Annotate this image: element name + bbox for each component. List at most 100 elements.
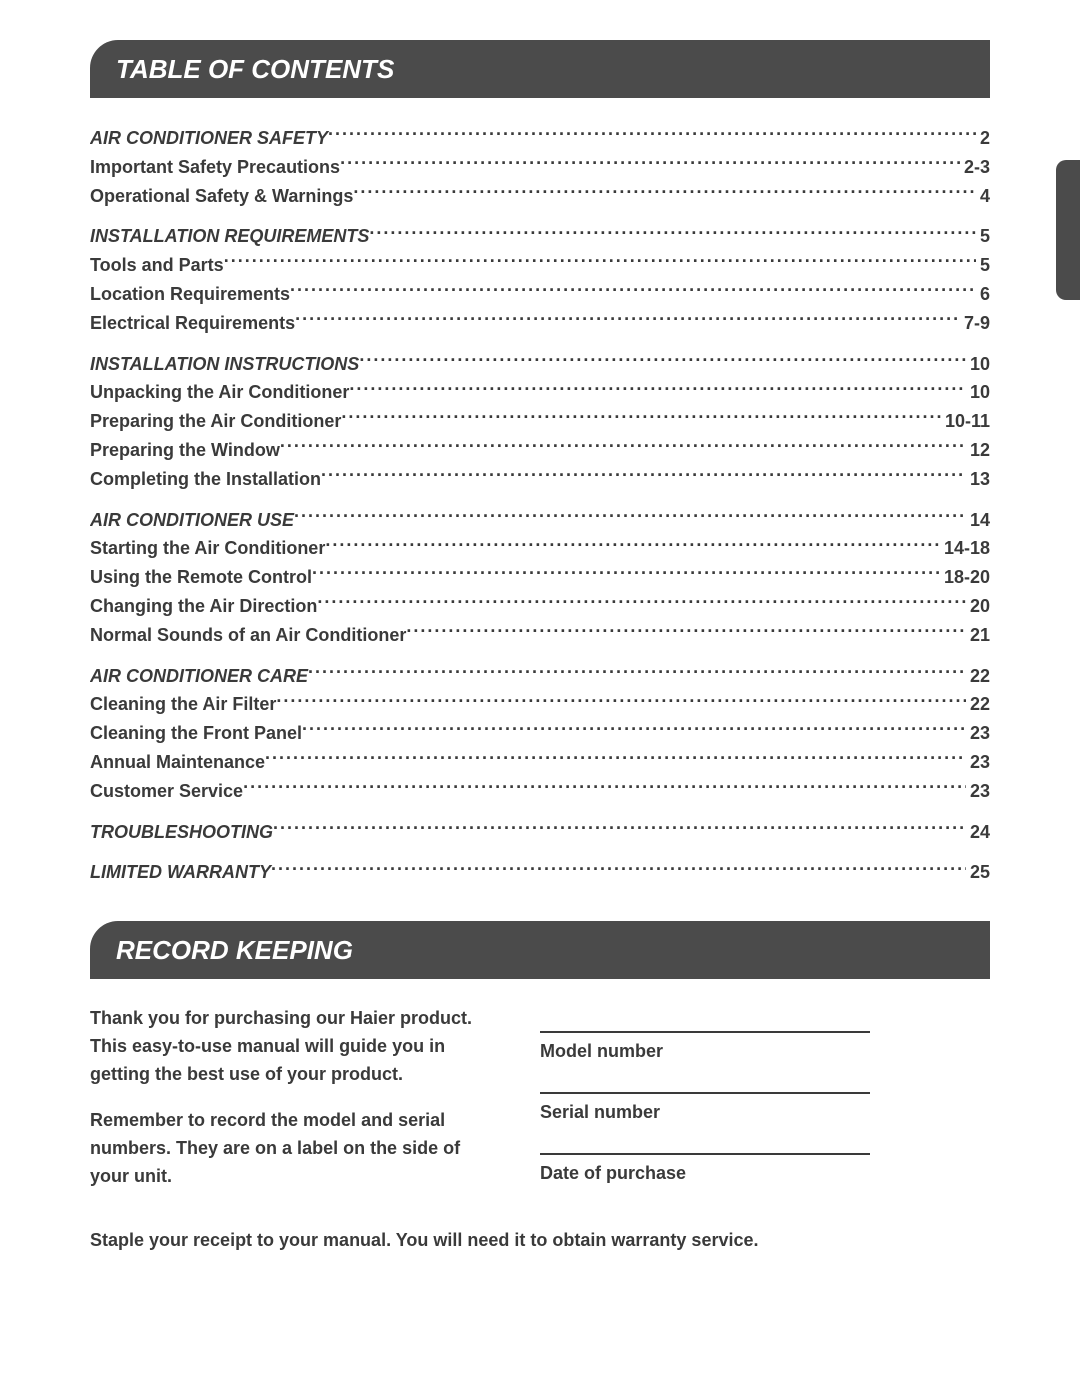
toc-label: Electrical Requirements xyxy=(90,309,295,338)
toc-row: Tools and Parts 5 xyxy=(90,251,990,280)
toc-row: Important Safety Precautions 2-3 xyxy=(90,153,990,182)
toc-row: Completing the Installation 13 xyxy=(90,465,990,494)
toc-page: 13 xyxy=(966,465,990,494)
toc-label: Changing the Air Direction xyxy=(90,592,317,621)
toc-page: 23 xyxy=(966,719,990,748)
toc-row: AIR CONDITIONER SAFETY2 xyxy=(90,124,990,153)
toc-row: Annual Maintenance 23 xyxy=(90,748,990,777)
toc-page: 6 xyxy=(976,280,990,309)
toc-label: INSTALLATION REQUIREMENTS xyxy=(90,222,369,251)
toc-dots xyxy=(243,779,966,797)
toc-row: TROUBLESHOOTING 24 xyxy=(90,818,990,847)
toc-gap xyxy=(90,494,990,506)
toc-row: Operational Safety & Warnings 4 xyxy=(90,182,990,211)
toc-label: Customer Service xyxy=(90,777,243,806)
toc-dots xyxy=(349,380,966,398)
record-right-column: Model number Serial number Date of purch… xyxy=(540,1005,990,1208)
toc-label: Normal Sounds of an Air Conditioner xyxy=(90,621,406,650)
toc-dots xyxy=(353,184,976,202)
toc-page: 18-20 xyxy=(940,563,990,592)
toc-dots xyxy=(341,409,941,427)
serial-line xyxy=(540,1066,870,1094)
toc-page: 10 xyxy=(966,350,990,379)
toc-row: LIMITED WARRANTY 25 xyxy=(90,858,990,887)
record-paragraph-1: Thank you for purchasing our Haier produ… xyxy=(90,1005,500,1089)
toc-label: Tools and Parts xyxy=(90,251,224,280)
side-tab xyxy=(1056,160,1080,300)
serial-label: Serial number xyxy=(540,1102,990,1123)
toc-dots xyxy=(321,467,966,485)
toc-dots xyxy=(271,860,966,878)
toc-header-bar: TABLE OF CONTENTS xyxy=(90,40,990,98)
toc-label: Location Requirements xyxy=(90,280,290,309)
toc-page: 14 xyxy=(966,506,990,535)
toc-page: 12 xyxy=(966,436,990,465)
record-left-column: Thank you for purchasing our Haier produ… xyxy=(90,1005,500,1208)
toc-page: 14-18 xyxy=(940,534,990,563)
toc-page: 23 xyxy=(966,748,990,777)
toc-dots xyxy=(265,750,966,768)
toc-gap xyxy=(90,650,990,662)
record-columns: Thank you for purchasing our Haier produ… xyxy=(90,1005,990,1208)
toc-page: 25 xyxy=(966,858,990,887)
toc-dots xyxy=(369,224,976,242)
toc-row: Customer Service 23 xyxy=(90,777,990,806)
toc-row: Changing the Air Direction 20 xyxy=(90,592,990,621)
toc-page: 4 xyxy=(976,182,990,211)
toc-row: Preparing the Air Conditioner 10-11 xyxy=(90,407,990,436)
toc-label: Unpacking the Air Conditioner xyxy=(90,378,349,407)
toc-page: 7-9 xyxy=(960,309,990,338)
toc-gap xyxy=(90,846,990,858)
toc-dots xyxy=(308,664,966,682)
toc-dots xyxy=(294,508,966,526)
toc-label: Starting the Air Conditioner xyxy=(90,534,325,563)
toc-dots xyxy=(340,155,960,173)
toc-label: TROUBLESHOOTING xyxy=(90,818,273,847)
toc-row: Cleaning the Air Filter22 xyxy=(90,690,990,719)
record-header-bar: RECORD KEEPING xyxy=(90,921,990,979)
record-footer: Staple your receipt to your manual. You … xyxy=(90,1230,990,1251)
toc-dots xyxy=(295,311,960,329)
toc-label: AIR CONDITIONER USE xyxy=(90,506,294,535)
toc-dots xyxy=(276,692,966,710)
toc-row: Electrical Requirements 7-9 xyxy=(90,309,990,338)
toc-label: Preparing the Window xyxy=(90,436,280,465)
toc-dots xyxy=(359,352,966,370)
toc-page: 10-11 xyxy=(941,407,990,436)
toc-label: Completing the Installation xyxy=(90,465,321,494)
toc-label: Preparing the Air Conditioner xyxy=(90,407,341,436)
toc-dots xyxy=(302,721,966,739)
toc-page: 10 xyxy=(966,378,990,407)
manual-page: TABLE OF CONTENTS AIR CONDITIONER SAFETY… xyxy=(0,0,1080,1397)
toc-dots xyxy=(328,126,976,144)
toc-label: Operational Safety & Warnings xyxy=(90,182,353,211)
toc-label: LIMITED WARRANTY xyxy=(90,858,271,887)
toc-gap xyxy=(90,338,990,350)
toc-page: 5 xyxy=(976,222,990,251)
toc-row: Cleaning the Front Panel 23 xyxy=(90,719,990,748)
toc-page: 23 xyxy=(966,777,990,806)
toc-label: AIR CONDITIONER SAFETY xyxy=(90,124,328,153)
model-label: Model number xyxy=(540,1041,990,1062)
toc-page: 20 xyxy=(966,592,990,621)
toc-label: Using the Remote Control xyxy=(90,563,312,592)
toc-dots xyxy=(224,253,976,271)
toc-page: 21 xyxy=(966,621,990,650)
toc-row: Normal Sounds of an Air Conditioner 21 xyxy=(90,621,990,650)
date-label: Date of purchase xyxy=(540,1163,990,1184)
toc-page: 5 xyxy=(976,251,990,280)
toc-label: Cleaning the Front Panel xyxy=(90,719,302,748)
model-line xyxy=(540,1005,870,1033)
toc-row: AIR CONDITIONER USE 14 xyxy=(90,506,990,535)
toc-page: 22 xyxy=(966,690,990,719)
date-line xyxy=(540,1127,870,1155)
toc-page: 2-3 xyxy=(960,153,990,182)
toc-page: 24 xyxy=(966,818,990,847)
toc-page: 22 xyxy=(966,662,990,691)
toc-row: Starting the Air Conditioner 14-18 xyxy=(90,534,990,563)
toc-dots xyxy=(325,536,940,554)
record-header-title: RECORD KEEPING xyxy=(116,935,353,966)
toc-label: Annual Maintenance xyxy=(90,748,265,777)
toc-dots xyxy=(406,623,966,641)
toc-gap xyxy=(90,806,990,818)
